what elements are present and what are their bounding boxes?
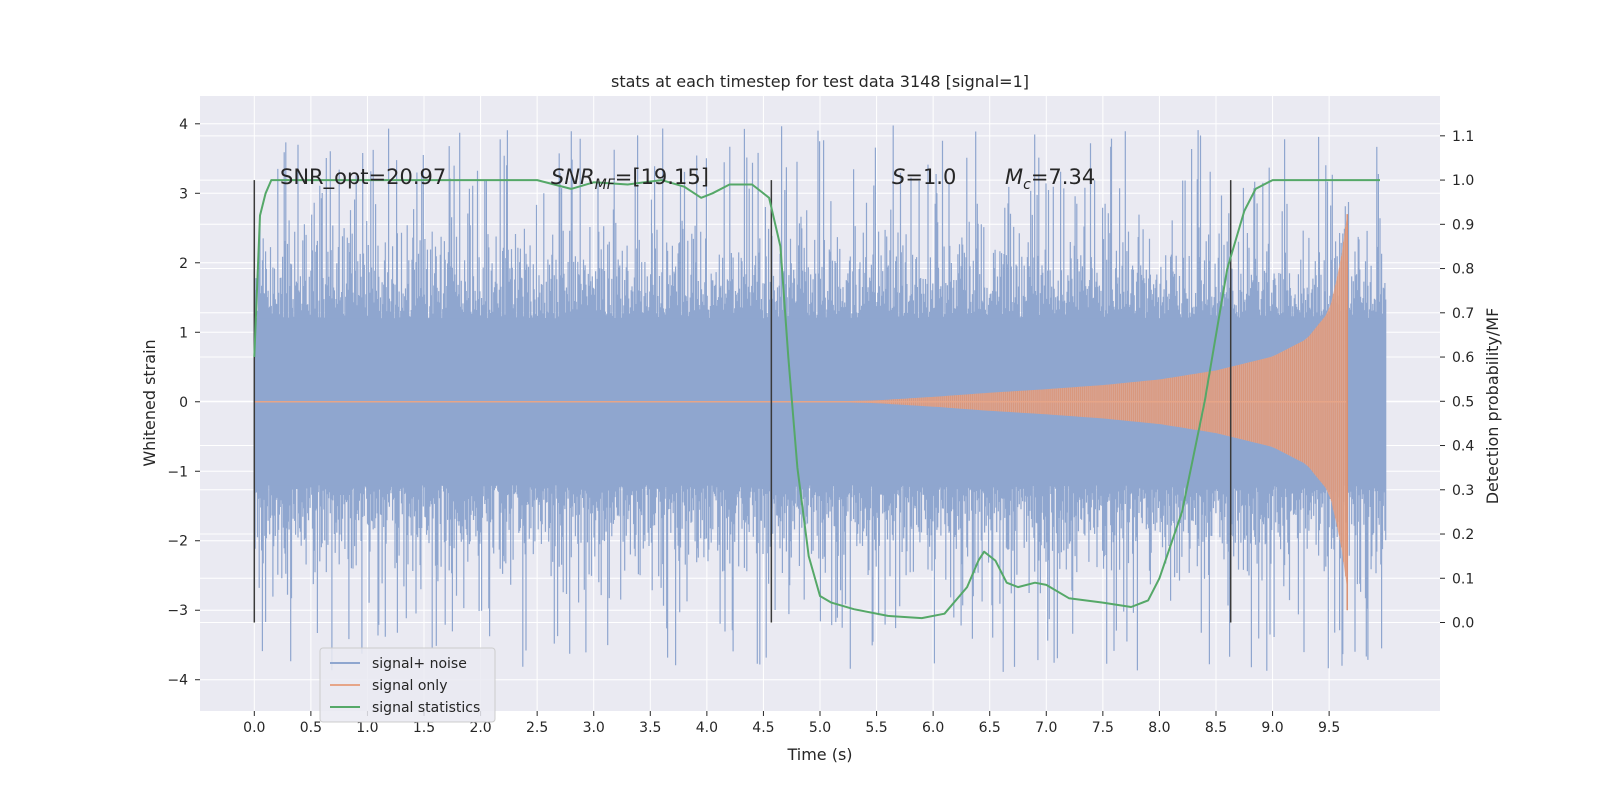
x-tick-label: 8.5	[1205, 720, 1227, 736]
y-right-tick-label: 0.3	[1452, 483, 1474, 499]
x-tick-label: 1.5	[413, 720, 435, 736]
x-tick-label: 8.0	[1148, 720, 1170, 736]
s-var: S	[892, 165, 905, 189]
y-right-tick-label: 0.0	[1452, 616, 1474, 632]
y-right-axis-label: Detection probability/MF	[1483, 308, 1502, 505]
y-left-tick-label: −4	[167, 673, 188, 689]
y-right-tick-label: 0.6	[1452, 350, 1474, 366]
y-left-tick-label: 0	[179, 395, 188, 411]
chart-title: stats at each timestep for test data 314…	[611, 72, 1029, 91]
y-right-tick-label: 1.0	[1452, 173, 1474, 189]
x-tick-label: 1.0	[356, 720, 378, 736]
y-right-tick-label: 0.2	[1452, 527, 1474, 543]
signal-statistics-series	[253, 179, 1380, 620]
y-left-tick-label: 1	[179, 325, 188, 341]
signal-only-series	[254, 214, 1348, 611]
x-tick-label: 9.0	[1261, 720, 1283, 736]
legend: signal+ noise signal only signal statist…	[319, 647, 496, 723]
y-right-tick-label: 0.5	[1452, 394, 1474, 410]
x-tick-label: 5.0	[809, 720, 831, 736]
y-left-tick-label: 4	[179, 117, 188, 133]
y-left-axis-label: Whitened strain	[140, 339, 159, 466]
x-axis-ticks: 0.0 0.5 1.0 1.5 2.0 2.5 3.0 3.5 4.0 4.5 5.0 5.5 6.0 6…	[243, 711, 1340, 736]
y-right-tick-label: 0.9	[1452, 217, 1474, 233]
legend-label-signal-statistics: signal statistics	[372, 700, 480, 716]
legend-box	[319, 647, 496, 723]
snr-mf-sub: MF	[595, 177, 616, 193]
x-tick-label: 4.5	[752, 720, 774, 736]
x-tick-label: 3.5	[639, 720, 661, 736]
x-tick-label: 6.0	[922, 720, 944, 736]
signal-statistics-line	[253, 179, 1380, 620]
y-left-tick-label: 2	[179, 256, 188, 272]
y-right-tick-label: 0.7	[1452, 306, 1474, 322]
y-right-tick-label: 0.8	[1452, 262, 1474, 278]
x-tick-label: 0.0	[243, 720, 265, 736]
x-tick-label: 9.5	[1318, 720, 1340, 736]
x-tick-label: 0.5	[300, 720, 322, 736]
y-left-tick-label: −3	[167, 603, 188, 619]
mc-var: M	[1005, 165, 1023, 189]
s-value: =1.0	[905, 165, 956, 189]
y-left-tick-label: −2	[167, 534, 188, 550]
y-left-axis-ticks: 4 3 2 1 0 −1 −2 −3 −4	[167, 117, 200, 689]
y-left-tick-label: −1	[167, 464, 188, 480]
x-axis-label: Time (s)	[786, 745, 852, 764]
snr-opt-annotation: SNR_opt=20.97	[280, 165, 446, 190]
snr-mf-annotation: SNRMF=[19.15]	[551, 165, 709, 193]
mc-value: =7.34	[1031, 165, 1095, 189]
x-tick-label: 6.5	[979, 720, 1001, 736]
y-right-tick-label: 0.4	[1452, 439, 1474, 455]
x-tick-label: 3.0	[583, 720, 605, 736]
y-right-tick-label: 1.1	[1452, 129, 1474, 145]
x-tick-label: 2.5	[526, 720, 548, 736]
x-tick-label: 4.0	[696, 720, 718, 736]
mc-annotation: Mc=7.34	[1005, 165, 1095, 193]
legend-label-signal-only: signal only	[372, 678, 447, 694]
s-annotation: S=1.0	[892, 165, 956, 189]
x-tick-label: 5.5	[865, 720, 887, 736]
y-left-tick-label: 3	[179, 186, 188, 202]
x-tick-label: 2.0	[469, 720, 491, 736]
snr-mf-value: =[19.15]	[615, 165, 709, 189]
x-tick-label: 7.0	[1035, 720, 1057, 736]
y-right-axis-ticks: 1.1 1.0 0.9 0.8 0.7 0.6 0.5 0.4 0.3 0.2 0.1 0.0	[1440, 129, 1474, 632]
snr-mf-main: SNR	[551, 165, 595, 189]
legend-label-signal-noise: signal+ noise	[372, 656, 467, 672]
y-right-tick-label: 0.1	[1452, 571, 1474, 587]
x-tick-label: 7.5	[1092, 720, 1114, 736]
mc-sub: c	[1023, 177, 1031, 193]
